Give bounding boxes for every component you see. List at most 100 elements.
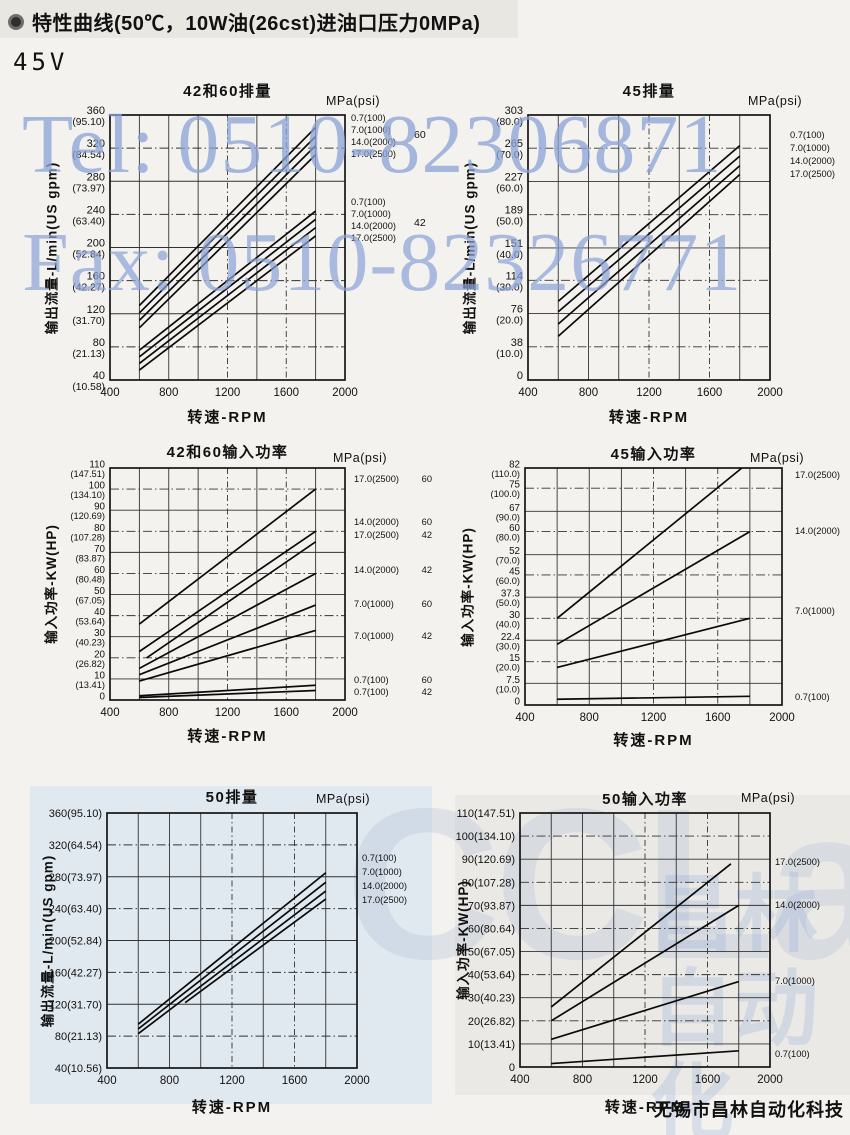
x-axis-label: 转速-RPM (604, 1099, 686, 1116)
y-tick-label: 22.4 (501, 632, 521, 643)
x-tick-label: 800 (579, 387, 598, 399)
legend-pressure-label: 17.0(2500) (351, 149, 396, 159)
legend-entry: 14.0(2000) (775, 900, 845, 910)
y-tick-label: 360 (87, 105, 105, 117)
legend-entry: 14.0(2000) (351, 137, 421, 147)
x-tick-label: 2000 (757, 387, 783, 399)
y-tick-label: 80 (94, 523, 105, 534)
legend-entry: 0.7(100) 42 (354, 687, 432, 697)
x-tick-label: 1600 (273, 387, 299, 399)
y-tick-sublabel: (84.54) (72, 150, 105, 161)
y-tick-label: 10 (94, 670, 105, 681)
y-tick-label: 37.3 (501, 589, 521, 600)
legend-entry: 7.0(1000) (790, 143, 850, 153)
y-tick-label: 82 (509, 460, 520, 471)
y-tick-label: 70(93.87) (468, 900, 515, 912)
y-tick-sublabel: (31.70) (72, 316, 105, 327)
y-tick-label: 40(10.56) (55, 1063, 102, 1075)
y-tick-label: 303 (505, 105, 523, 117)
legend-pressure-label: 17.0(2500) (351, 233, 396, 243)
legend-pressure-label: 7.0(1000) (351, 125, 391, 135)
legend-entry: 17.0(2500) (351, 233, 421, 243)
plot-border (524, 467, 783, 706)
x-tick-label: 2000 (769, 712, 795, 724)
legend-pressure-label: 0.7(100) (351, 113, 386, 123)
legend-entry: 14.0(2000) (795, 526, 850, 536)
series-line (138, 235, 317, 371)
y-tick-label: 110(147.51) (456, 808, 515, 820)
y-tick-label: 280(73.97) (49, 872, 102, 884)
y-tick-label: 10(13.41) (468, 1039, 515, 1051)
chart-block-4: 50排量 MPa(psi) 转速-RPM 输出流量-L/min(US gpm) 400 8… (18, 778, 430, 1130)
legend-pressure-label: 17.0(2500) (775, 857, 820, 867)
legend-entry: 0.7(100) (351, 197, 421, 207)
y-tick-label: 75 (509, 480, 520, 491)
y-tick-label: 80(21.13) (55, 1031, 102, 1043)
legend-pressure-label: 0.7(100) (351, 197, 386, 207)
y-tick-label: 90(120.69) (462, 854, 515, 866)
chart-block-2: 42和60输入功率 MPa(psi) 转速-RPM 输入功率-KW(HP) 400 800… (18, 433, 432, 755)
x-tick-label: 1600 (705, 712, 731, 724)
y-tick-sublabel: (60.0) (496, 183, 523, 194)
x-tick-label: 1200 (215, 707, 241, 719)
legend-entry: 7.0(1000) 60 (354, 599, 432, 609)
series-line (138, 126, 317, 307)
y-tick-label: 151 (505, 238, 523, 250)
legend-size-tag: 60 (421, 474, 432, 484)
y-tick-label: 160 (87, 271, 105, 283)
legend-entry: 17.0(2500) (362, 895, 432, 905)
legend-entry: 7.0(1000) (795, 606, 850, 616)
legend-pressure-label: 7.0(1000) (362, 867, 402, 877)
y-tick-label: 0 (100, 692, 106, 703)
y-tick-label: 52 (509, 546, 520, 557)
y-tick-sublabel: (10.58) (72, 382, 105, 393)
series-line (550, 863, 732, 1008)
y-tick-label: 0 (509, 1062, 515, 1074)
y-tick-label: 227 (505, 171, 523, 183)
series-line (138, 135, 317, 314)
y-tick-label: 80 (93, 337, 105, 349)
y-tick-label: 76 (511, 304, 523, 316)
legend-pressure-label: 14.0(2000) (351, 137, 396, 147)
legend-entry: 7.0(1000) (775, 976, 845, 986)
chart-title: 42和60排量 (183, 83, 272, 100)
y-tick-sublabel: (60.0) (496, 576, 520, 586)
page-header: 特性曲线(50℃，10W油(26cst)进油口压力0MPa) (8, 7, 480, 36)
chart-title: 42和60输入功率 (166, 444, 289, 461)
legend-size-tag: 42 (421, 565, 432, 575)
legend-entry: 14.0(2000) (362, 881, 432, 891)
y-tick-sublabel: (134.10) (70, 490, 105, 500)
legend-pressure-label: 14.0(2000) (775, 900, 820, 910)
y-tick-sublabel: (83.87) (76, 553, 105, 563)
y-tick-sublabel: (70.0) (496, 556, 520, 566)
pressure-unit-label: MPa(psi) (333, 451, 388, 465)
x-tick-label: 2000 (332, 707, 358, 719)
chart-plot: 400 800 1200 1600 2000303(80.0)265(70.0)227(… (496, 105, 783, 399)
legend-entry: 0.7(100) (351, 113, 421, 123)
legend-entry: 17.0(2500) (795, 470, 850, 480)
legend-entry: 7.0(1000) (351, 125, 421, 135)
legend-entry: 14.0(2000) (351, 221, 421, 231)
legend-entry: 17.0(2500) (775, 857, 845, 867)
pressure-unit-label: MPa(psi) (326, 94, 381, 108)
chart-block-0: 42和60排量 MPa(psi) 转速-RPM 输出流量-L/min(US gpm) 4… (18, 78, 430, 430)
legend-entry: 17.0(2500) 42 (354, 530, 432, 540)
y-tick-label: 90 (94, 502, 105, 513)
chart-plot: 400 800 1200 1600 2000110(147.51)100(134.10)… (70, 460, 358, 720)
x-tick-label: 1200 (215, 387, 241, 399)
y-tick-sublabel: (107.28) (70, 532, 105, 542)
x-tick-label: 800 (573, 1074, 592, 1086)
bullet-icon (8, 13, 24, 30)
y-tick-sublabel: (13.41) (76, 680, 105, 690)
y-tick-label: 40 (94, 607, 105, 618)
y-tick-sublabel: (30.0) (496, 282, 523, 293)
y-tick-label: 50 (94, 586, 105, 597)
chart-plot: 400 800 1200 1600 2000110(147.51)100(134.10)… (456, 808, 783, 1086)
y-tick-label: 114 (505, 270, 523, 282)
y-tick-label: 160(42.27) (49, 967, 102, 979)
y-tick-label: 360(95.10) (49, 808, 102, 820)
y-tick-label: 320 (87, 138, 105, 150)
x-axis-label: 转速-RPM (613, 732, 694, 749)
legend-pressure-label: 14.0(2000) (362, 881, 407, 891)
legend-entry: 17.0(2500) (351, 149, 421, 159)
